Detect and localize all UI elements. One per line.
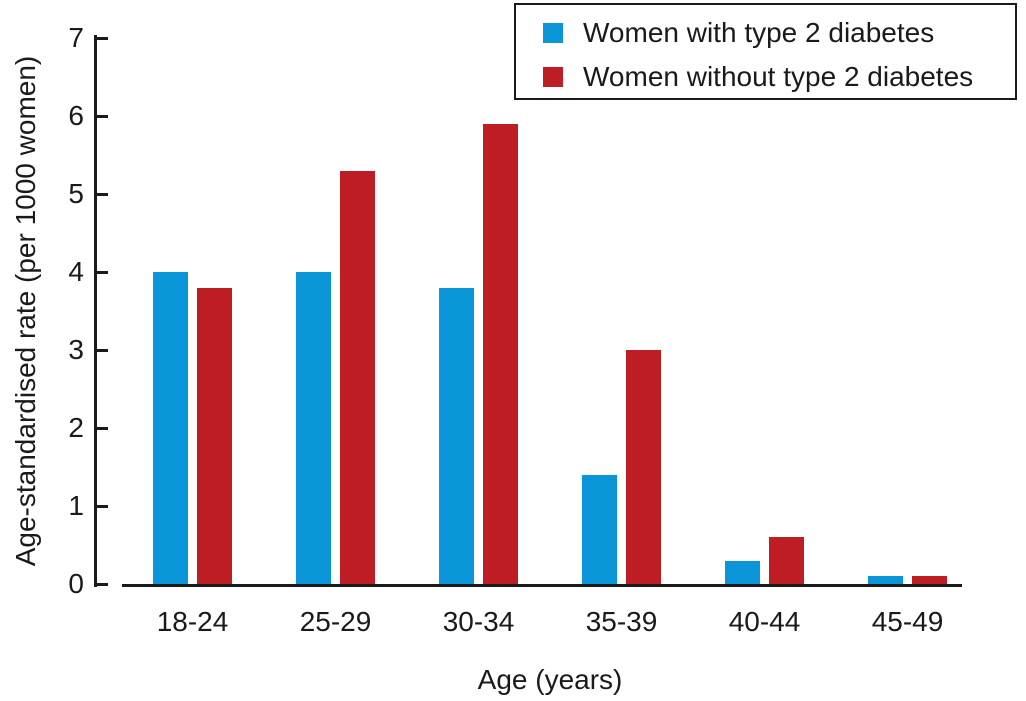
y-axis-line (94, 35, 97, 587)
bar-without-diabetes-35-39 (626, 350, 661, 584)
bar-without-diabetes-30-34 (483, 124, 518, 584)
bar-with-diabetes-35-39 (582, 475, 617, 584)
legend-item-with-diabetes: Women with type 2 diabetes (543, 17, 935, 48)
x-axis-title: Age (years) (477, 664, 623, 695)
y-tick-label: 4 (68, 256, 84, 287)
x-tick-label: 30-34 (442, 606, 515, 637)
bar-without-diabetes-45-49 (912, 576, 947, 584)
y-tick-mark (94, 583, 108, 586)
bar-without-diabetes-18-24 (197, 288, 232, 584)
legend-label: Women with type 2 diabetes (583, 17, 935, 48)
y-tick-mark (94, 271, 108, 274)
legend-swatch-blue (543, 23, 563, 43)
y-tick-label: 1 (68, 490, 84, 521)
legend-item-without-diabetes: Women without type 2 diabetes (543, 61, 974, 92)
bar-without-diabetes-25-29 (340, 171, 375, 584)
y-tick-label: 2 (68, 412, 84, 443)
bar-with-diabetes-45-49 (868, 576, 903, 584)
y-tick-label: 7 (68, 22, 84, 53)
bar-with-diabetes-18-24 (153, 272, 188, 584)
x-tick-label: 40-44 (728, 606, 801, 637)
legend-label: Women without type 2 diabetes (583, 61, 974, 92)
y-tick-mark (94, 193, 108, 196)
x-tick-label: 18-24 (156, 606, 229, 637)
y-tick-mark (94, 427, 108, 430)
x-tick-label: 35-39 (585, 606, 658, 637)
y-tick-label: 0 (68, 568, 84, 599)
legend-swatch-red (543, 67, 563, 87)
y-tick-mark (94, 115, 108, 118)
x-axis-line (122, 584, 962, 587)
bar-with-diabetes-25-29 (296, 272, 331, 584)
y-tick-mark (94, 505, 108, 508)
y-tick-mark (94, 349, 108, 352)
x-tick-label: 25-29 (299, 606, 372, 637)
y-tick-label: 6 (68, 100, 84, 131)
y-tick-label: 3 (68, 334, 84, 365)
y-tick-mark (94, 37, 108, 40)
y-tick-label: 5 (68, 178, 84, 209)
legend: Women with type 2 diabetes Women without… (514, 3, 1017, 100)
x-tick-label: 45-49 (871, 606, 944, 637)
bar-with-diabetes-40-44 (725, 561, 760, 584)
bar-with-diabetes-30-34 (439, 288, 474, 584)
bar-without-diabetes-40-44 (769, 537, 804, 584)
